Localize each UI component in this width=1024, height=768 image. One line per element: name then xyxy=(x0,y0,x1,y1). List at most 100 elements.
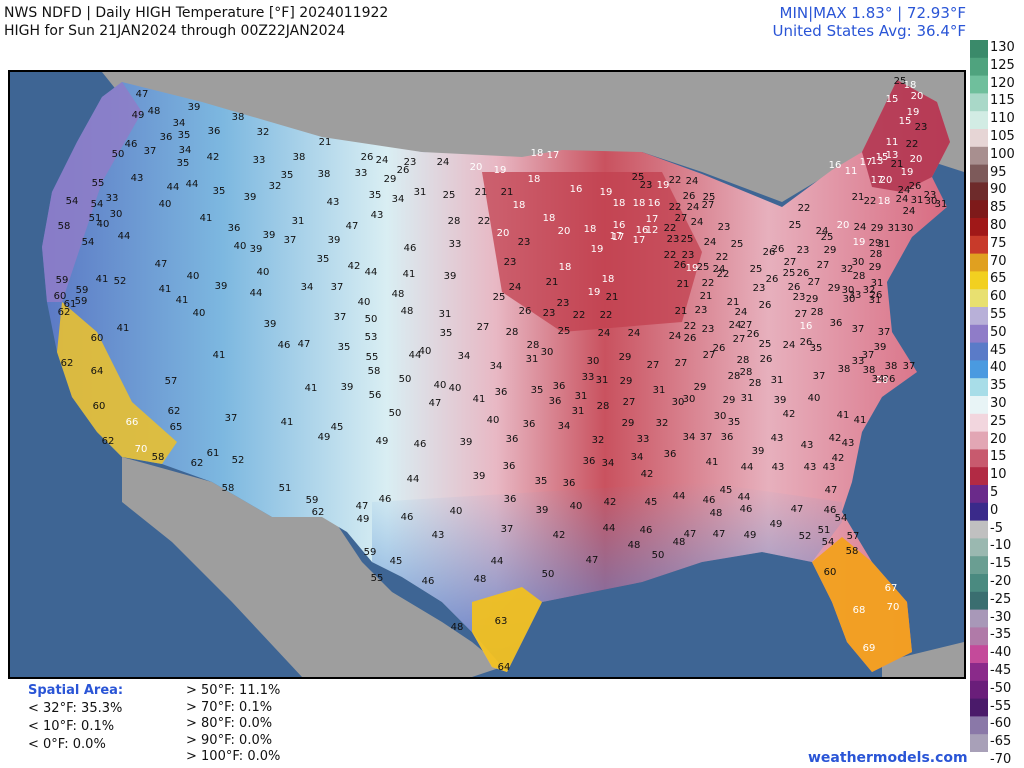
temp-label: 25 xyxy=(750,264,763,275)
temp-label: 42 xyxy=(207,152,220,163)
temp-label: 63 xyxy=(495,616,508,627)
temp-label: 34 xyxy=(301,282,314,293)
temp-label: 46 xyxy=(422,576,435,587)
temp-label: 64 xyxy=(91,366,104,377)
temp-label: 29 xyxy=(694,382,707,393)
temp-label: 62 xyxy=(102,436,115,447)
temp-label: 35 xyxy=(810,343,823,354)
temp-label: 27 xyxy=(740,320,753,331)
temp-label: 24 xyxy=(898,185,911,196)
temp-label: 37 xyxy=(852,324,865,335)
legend-tick: 100 xyxy=(990,146,1015,162)
temp-label: 29 xyxy=(622,418,635,429)
gulf-coast-warm xyxy=(472,587,542,672)
temp-label: 33 xyxy=(637,434,650,445)
temp-label: 40 xyxy=(97,219,110,230)
temp-label: 49 xyxy=(770,519,783,530)
temp-label: 28 xyxy=(597,401,610,412)
temp-label: 26 xyxy=(797,268,810,279)
temperature-map[interactable]: 47 48 49 39 34 36 36 35 38 32 21 46 50 37 34 42 33 38 26 24… xyxy=(8,70,966,679)
temp-label: 25 xyxy=(443,190,456,201)
temp-label: 25 xyxy=(558,326,571,337)
legend-swatch xyxy=(970,556,988,575)
legend-tick: 50 xyxy=(990,324,1007,340)
legend-swatch xyxy=(970,324,988,344)
legend-tick: 35 xyxy=(990,378,1007,394)
temp-label: 40 xyxy=(487,415,500,426)
legend-tick: -35 xyxy=(990,627,1012,643)
temp-label: 31 xyxy=(653,385,666,396)
temp-label: 34 xyxy=(683,432,696,443)
temp-label: 12 xyxy=(646,225,659,236)
temp-label: 37 xyxy=(903,361,916,372)
temp-label: 29 xyxy=(869,262,882,273)
temp-label: 16 xyxy=(570,184,583,195)
temp-label: 19 xyxy=(901,167,914,178)
legend-swatch xyxy=(970,75,988,95)
temp-label: 61 xyxy=(207,448,220,459)
temp-label: 35 xyxy=(440,328,453,339)
temp-label: 43 xyxy=(432,530,445,541)
legend-swatch xyxy=(970,93,988,113)
temp-label: 51 xyxy=(279,483,292,494)
temp-label: 31 xyxy=(871,278,884,289)
temp-label: 40 xyxy=(449,383,462,394)
temp-label: 36 xyxy=(208,126,221,137)
temp-label: 28 xyxy=(728,371,741,382)
temp-label: 47 xyxy=(298,339,311,350)
temp-label: 54 xyxy=(835,513,848,524)
legend-swatch xyxy=(970,502,988,522)
temp-label: 25 xyxy=(894,76,907,87)
temp-label: 30 xyxy=(842,285,855,296)
temp-label: 39 xyxy=(460,437,473,448)
temp-label: 20 xyxy=(558,226,571,237)
temp-label: 66 xyxy=(126,417,139,428)
temp-label: 24 xyxy=(713,264,726,275)
temp-label: 29 xyxy=(619,352,632,363)
temp-label: 30 xyxy=(843,294,856,305)
temp-label: 60 xyxy=(91,333,104,344)
temp-label: 28 xyxy=(506,327,519,338)
temp-label: 22 xyxy=(600,310,613,321)
legend-tick: 90 xyxy=(990,182,1007,198)
color-legend: 130 125 120 115 110 105 100 95 90 85 80 75 70 65 60 55 5… xyxy=(970,40,1024,767)
temp-label: 30 xyxy=(587,356,600,367)
california-warm xyxy=(57,302,177,464)
temp-label: 40 xyxy=(257,267,270,278)
temp-label: 36 xyxy=(160,132,173,143)
temp-label: 44 xyxy=(738,492,751,503)
temp-label: 55 xyxy=(92,178,105,189)
temp-label: 42 xyxy=(604,497,617,508)
temp-label: 69 xyxy=(863,643,876,654)
credit-link[interactable]: weathermodels.com xyxy=(808,750,968,766)
temp-label: 26 xyxy=(361,152,374,163)
temp-label: 19 xyxy=(600,187,613,198)
temp-label: 45 xyxy=(390,556,403,567)
temp-label: 43 xyxy=(771,433,784,444)
temp-label: 47 xyxy=(136,89,149,100)
temp-label: 15 xyxy=(876,152,889,163)
temp-label: 42 xyxy=(348,261,361,272)
temp-label: 25 xyxy=(821,232,834,243)
temp-label: 17 xyxy=(612,232,625,243)
temp-label: 27 xyxy=(703,350,716,361)
temp-label: 31 xyxy=(526,354,539,365)
temp-label: 43 xyxy=(801,440,814,451)
temp-label: 38 xyxy=(838,364,851,375)
temp-label: 24 xyxy=(735,307,748,318)
temp-label: 27 xyxy=(733,334,746,345)
temp-label: 23 xyxy=(518,237,531,248)
florida-warm xyxy=(812,537,912,672)
temp-label: 18 xyxy=(613,198,626,209)
temp-label: 19 xyxy=(686,263,699,274)
temp-label: 32 xyxy=(269,181,282,192)
temp-label: 62 xyxy=(191,458,204,469)
temp-label: 38 xyxy=(293,152,306,163)
temp-label: 26 xyxy=(760,354,773,365)
temp-label: 48 xyxy=(451,622,464,633)
temp-label: 41 xyxy=(213,350,226,361)
temp-label: 15 xyxy=(899,116,912,127)
temp-label: 37 xyxy=(878,327,891,338)
legend-swatch xyxy=(970,307,988,326)
temp-label: 19 xyxy=(657,180,670,191)
